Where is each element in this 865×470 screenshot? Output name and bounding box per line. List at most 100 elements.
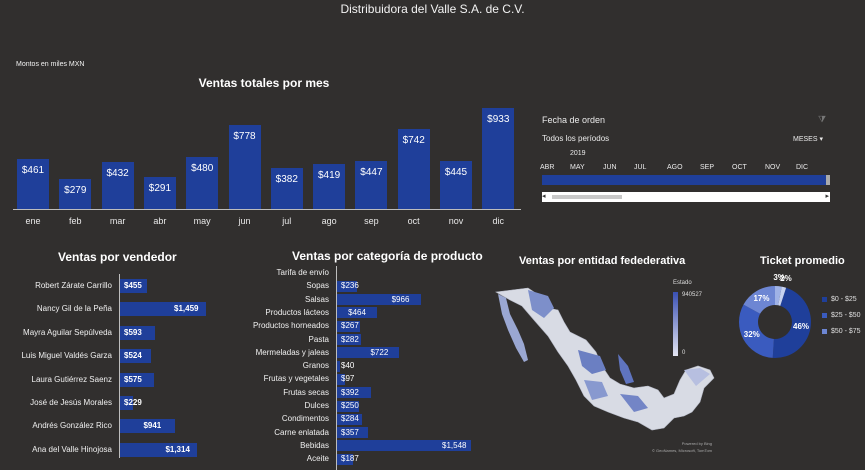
timeline-months: ABR MAY JUN JUL AGO SEP OCT NOV DIC <box>540 164 832 174</box>
category-value-label: $392 <box>341 387 359 397</box>
timeline-scrollbar[interactable]: ◂ ▸ <box>542 192 830 202</box>
monthly-axis-line <box>13 209 521 210</box>
sonora-region <box>528 290 554 318</box>
timeline-handle[interactable] <box>826 175 830 185</box>
scroll-right-icon[interactable]: ▸ <box>825 193 829 200</box>
vendor-bar[interactable] <box>120 349 151 364</box>
donut-slice[interactable] <box>743 286 775 314</box>
south-region <box>620 394 648 412</box>
vendor-bar[interactable] <box>120 279 147 293</box>
scroll-left-icon[interactable]: ◂ <box>542 193 546 200</box>
vendor-bar[interactable] <box>120 302 206 317</box>
category-name-label: Productos lácteos <box>265 307 329 317</box>
vendor-value-label: $593 <box>124 327 142 337</box>
category-bar[interactable] <box>337 320 361 332</box>
category-bar[interactable] <box>337 400 359 412</box>
category-bar[interactable] <box>337 373 346 385</box>
month-value-label: $279 <box>64 184 87 196</box>
clear-filter-icon[interactable]: ⧩ <box>818 114 827 124</box>
month-bar[interactable] <box>270 167 303 209</box>
timeline-month-label[interactable]: NOV <box>765 164 781 171</box>
vendor-value-label: $1,459 <box>174 304 199 314</box>
vendor-value-label: $575 <box>124 374 142 384</box>
donut-value-label: 3% <box>773 273 785 283</box>
month-bar[interactable] <box>313 163 346 209</box>
vendor-bar[interactable] <box>120 325 155 340</box>
vendor-bar[interactable] <box>120 442 198 457</box>
month-value-label: $382 <box>275 173 298 185</box>
scrollbar-thumb[interactable] <box>552 195 622 199</box>
map-legend-max: 940527 <box>682 292 703 298</box>
category-value-label: $282 <box>341 334 359 344</box>
month-value-label: $445 <box>444 166 468 178</box>
category-bar[interactable] <box>337 360 341 372</box>
donut-slice[interactable] <box>775 286 782 306</box>
category-bar[interactable] <box>337 413 362 425</box>
donut-value-label: 46% <box>793 321 810 331</box>
timeline-month-label[interactable]: OCT <box>732 164 747 171</box>
map-attribution-1: Powered by Bing <box>681 441 712 446</box>
month-axis-label: mar <box>109 216 126 226</box>
category-value-label: $187 <box>341 454 359 464</box>
category-name-label: Tarifa de envío <box>276 268 329 277</box>
month-bar[interactable] <box>440 160 472 209</box>
donut-value-label: 32% <box>743 329 760 339</box>
category-bar[interactable] <box>337 280 358 292</box>
mexico-map[interactable]: Estado 940527 0 Powered by Bing © GeoNam… <box>488 270 738 462</box>
month-axis-label: dic <box>492 216 505 226</box>
chevron-down-icon: ▾ <box>819 136 823 143</box>
category-name-label: Bebidas <box>300 440 329 450</box>
month-value-label: $291 <box>148 183 172 195</box>
category-value-label: $250 <box>341 401 359 410</box>
category-name-label: Frutas y vegetales <box>263 374 329 384</box>
vendor-bar[interactable] <box>120 396 134 410</box>
category-bar[interactable] <box>337 294 421 306</box>
month-axis-label: nov <box>448 216 464 226</box>
date-timeline-slicer[interactable]: Fecha de orden ⧩ Todos los períodos MESE… <box>540 108 832 208</box>
category-bar[interactable] <box>337 453 354 465</box>
month-bar[interactable] <box>355 160 388 209</box>
timeline-month-label[interactable]: MAY <box>570 164 585 171</box>
vendors-sales-chart: Robert Zárate Carrillo $455 Nancy Gil de l… <box>0 270 240 460</box>
month-axis-label: oct <box>407 216 420 226</box>
category-bar[interactable] <box>337 440 471 452</box>
timeline-month-label[interactable]: JUN <box>603 164 617 171</box>
month-bar[interactable] <box>397 128 430 209</box>
donut-slice[interactable] <box>772 287 811 358</box>
month-bar[interactable] <box>17 159 49 209</box>
donut-slice[interactable] <box>739 304 774 358</box>
timeline-month-label[interactable]: ABR <box>540 164 555 171</box>
vendor-bar[interactable] <box>120 419 176 434</box>
month-bar[interactable] <box>228 124 261 209</box>
vendor-value-label: $1,314 <box>165 444 190 454</box>
category-value-label: $40 <box>341 361 355 371</box>
month-axis-label: ago <box>321 216 337 226</box>
vendor-bar[interactable] <box>120 372 154 387</box>
ticket-title: Ticket promedio <box>760 255 845 267</box>
category-value-label: $284 <box>341 414 359 424</box>
jalisco-region <box>584 380 608 400</box>
month-value-label: $933 <box>487 114 510 125</box>
donut-slice[interactable] <box>778 286 787 306</box>
month-bar[interactable] <box>482 108 515 209</box>
timeline-month-label[interactable]: JUL <box>634 164 647 171</box>
vendor-name-label: José de Jesús Morales <box>30 398 112 407</box>
month-bar[interactable] <box>59 178 92 209</box>
month-bar[interactable] <box>101 162 134 209</box>
month-bar[interactable] <box>143 177 176 209</box>
month-axis-label: jul <box>282 216 292 226</box>
category-bar[interactable] <box>337 387 371 399</box>
month-value-label: $419 <box>317 169 341 181</box>
category-bar[interactable] <box>337 307 378 319</box>
timeline-unit-dropdown[interactable]: MESES ▾ <box>793 135 823 143</box>
timeline-month-label[interactable]: DIC <box>796 164 809 171</box>
timeline-month-label[interactable]: SEP <box>700 164 715 171</box>
map-title: Ventas por entidad fedederativa <box>519 255 686 267</box>
timeline-month-label[interactable]: AGO <box>667 164 683 171</box>
timeline-range-bar[interactable] <box>542 175 830 185</box>
month-bar[interactable] <box>186 157 219 209</box>
category-bar[interactable] <box>337 427 368 439</box>
category-bar[interactable] <box>337 347 400 359</box>
category-bar[interactable] <box>337 334 362 345</box>
ticket-donut-chart: 46% 32% 17% 3% 2% $0 - $25 $25 - $50 $50 - $75 <box>730 270 861 370</box>
